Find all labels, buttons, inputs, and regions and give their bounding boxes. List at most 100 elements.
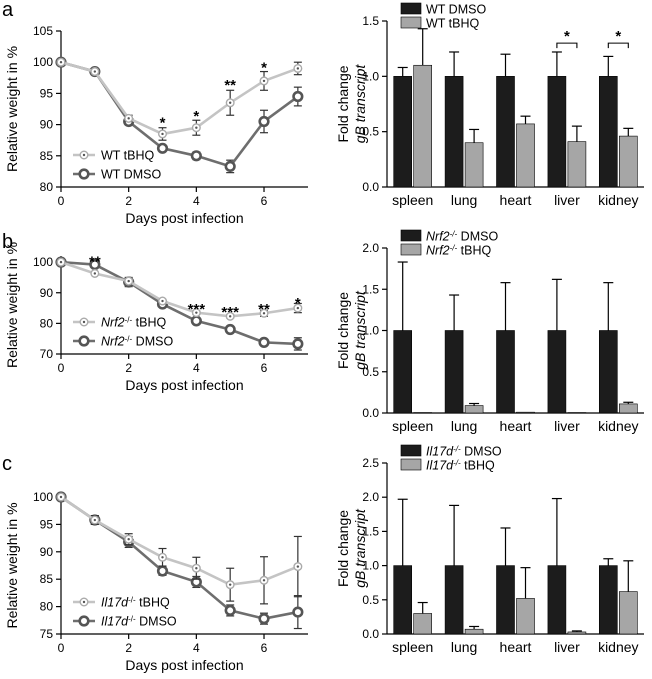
- bar: [444, 565, 464, 635]
- legend-label-part: DMSO: [457, 230, 498, 244]
- data-point-center: [195, 567, 198, 570]
- legend-label: Nrf2-/- DMSO: [101, 334, 173, 349]
- y-tick-label: 100: [33, 490, 53, 504]
- y-axis-label: Relative weight in %: [4, 242, 20, 368]
- category-label: kidney: [598, 192, 638, 208]
- data-point-center: [228, 583, 232, 586]
- bar: [464, 405, 484, 414]
- bar: [618, 591, 638, 635]
- panel-label-a: a: [2, 0, 14, 21]
- legend-label-part: -/-: [453, 444, 461, 453]
- y-axis-label-2: gB transcript: [352, 508, 368, 588]
- significance-bracket: [556, 42, 578, 49]
- legend-label: Il17d-/- DMSO: [426, 444, 502, 459]
- data-point-center: [161, 556, 164, 559]
- bar: [393, 76, 413, 188]
- legend-swatch: [400, 16, 422, 29]
- data-point-center: [93, 70, 97, 73]
- series-line: [60, 260, 299, 318]
- y-tick-label: 2.0: [362, 241, 379, 255]
- y-tick-label: 0.5: [362, 125, 379, 139]
- category-label: lung: [451, 418, 477, 434]
- bar: [567, 631, 587, 635]
- bar: [598, 76, 618, 188]
- category-label: heart: [500, 418, 532, 434]
- x-tick-label: 4: [193, 641, 200, 655]
- data-point-center: [59, 495, 63, 499]
- data-point-center: [161, 299, 164, 303]
- data-point-center: [262, 312, 266, 315]
- legend-label: Il17d-/- tBHQ: [426, 458, 495, 473]
- y-tick-label: 0.0: [362, 406, 379, 420]
- y-tick-label: 80: [40, 316, 54, 330]
- significance-mark: *: [261, 60, 267, 77]
- y-tick-label: 95: [40, 86, 54, 100]
- category-label: liver: [554, 192, 580, 208]
- legend-label: Nrf2-/- tBHQ: [426, 243, 491, 258]
- y-tick-label: 80: [40, 180, 54, 194]
- legend-label-part: -/-: [128, 614, 136, 623]
- bar: [444, 76, 464, 188]
- data-point-center: [195, 311, 198, 314]
- significance-mark: **: [89, 254, 101, 271]
- bar: [413, 613, 433, 635]
- significance-mark: ***: [188, 301, 206, 318]
- y-tick-label: 0.0: [362, 627, 379, 641]
- legend-marker: [78, 615, 90, 627]
- y-tick-label: 0.0: [362, 180, 379, 194]
- legend-label-part: WT tBHQ: [426, 17, 480, 31]
- data-point: [258, 115, 270, 128]
- significance-mark: *: [615, 28, 621, 45]
- y-axis-label: Fold change: [335, 292, 351, 369]
- category-label: spleen: [392, 418, 433, 434]
- x-tick-label: 6: [261, 641, 268, 655]
- legend-label-part: DMSO: [136, 615, 177, 629]
- legend-label-part: tBHQ: [132, 316, 166, 330]
- data-point-center: [127, 279, 130, 283]
- category-label: heart: [500, 639, 532, 655]
- x-axis-label: Days post infection: [125, 657, 243, 673]
- line-chart-a: 80 85 90 95 100 105 0 2 4 6 Days post infection Rel…: [4, 24, 308, 226]
- data-point: [258, 613, 270, 625]
- legend-label: Il17d-/- tBHQ: [101, 595, 170, 610]
- category-label: spleen: [392, 639, 433, 655]
- bar: [393, 565, 413, 635]
- data-point: [224, 604, 236, 617]
- y-axis-label: Fold change: [335, 510, 351, 587]
- bar: [547, 565, 567, 635]
- x-tick-label: 0: [58, 194, 65, 208]
- data-point: [292, 606, 304, 618]
- data-point: [224, 160, 236, 173]
- bar: [618, 135, 638, 188]
- data-point-center: [296, 306, 300, 310]
- line-chart-b: 70 80 90 100 0 2 4 6 Days post infection Relative…: [4, 242, 308, 393]
- significance-mark: *: [193, 108, 199, 125]
- significance-mark: ***: [221, 304, 239, 321]
- y-tick-label: 75: [40, 627, 54, 641]
- bar: [516, 411, 535, 414]
- x-tick-label: 2: [125, 194, 132, 208]
- category-label: lung: [451, 639, 477, 655]
- significance-mark: **: [224, 77, 236, 94]
- x-tick-label: 6: [261, 194, 268, 208]
- x-tick-label: 0: [58, 361, 65, 375]
- category-label: kidney: [598, 639, 638, 655]
- y-tick-label: 2.5: [362, 456, 379, 470]
- series-line: [60, 60, 299, 136]
- bar: [547, 330, 567, 414]
- y-tick-label: 85: [40, 572, 54, 586]
- legend-label: Il17d-/- DMSO: [101, 614, 177, 629]
- y-tick-label: 1.0: [362, 324, 379, 338]
- legend-label-part: WT tBHQ: [101, 149, 155, 163]
- data-point-center: [93, 272, 97, 275]
- category-label: lung: [451, 192, 477, 208]
- legend-swatch: [400, 243, 422, 256]
- bar-chart-a: 0.0 0.5 1.0 1.5 Fold change gB transcript sple…: [335, 3, 644, 208]
- y-axis-label: Relative weight in %: [4, 502, 20, 628]
- bar: [516, 123, 535, 188]
- legend-label: Nrf2-/- DMSO: [426, 229, 498, 244]
- data-point: [156, 565, 169, 577]
- legend-label-part: DMSO: [461, 445, 502, 459]
- legend-label-part: tBHQ: [461, 459, 495, 473]
- legend-swatch: [400, 458, 422, 471]
